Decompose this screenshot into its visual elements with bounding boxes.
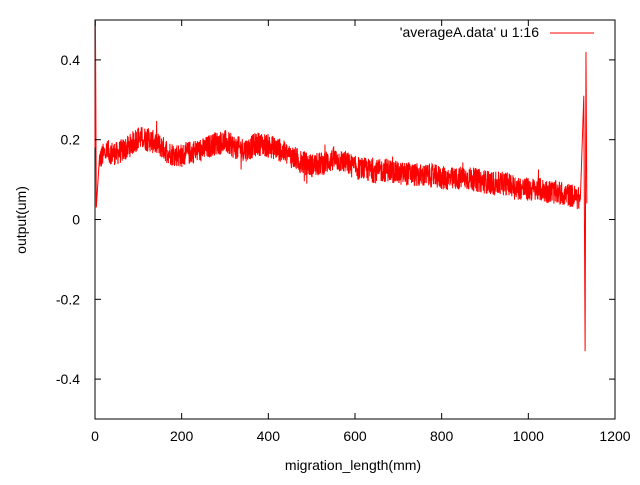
plot-area — [94, 19, 616, 420]
x-axis-label: migration_length(mm) — [285, 457, 421, 473]
y-tick-label: 0.2 — [61, 132, 81, 148]
x-tick-label: 1200 — [599, 428, 630, 444]
x-tick-label: 1000 — [513, 428, 544, 444]
y-tick-label: 0 — [72, 212, 80, 228]
series-line — [94, 19, 588, 352]
y-tick-label: 0.4 — [61, 52, 81, 68]
y-tick-label: -0.4 — [56, 371, 80, 387]
y-axis-label: output(um) — [13, 186, 29, 254]
x-tick-label: 200 — [170, 428, 194, 444]
legend-label: 'averageA.data' u 1:16 — [400, 24, 539, 40]
x-tick-label: 0 — [91, 428, 99, 444]
x-tick-label: 800 — [430, 428, 454, 444]
x-tick-label: 400 — [257, 428, 281, 444]
x-axis: 0 200 400 600 800 1000 1200 — [91, 20, 631, 444]
x-tick-label: 600 — [343, 428, 367, 444]
plot-frame — [94, 19, 616, 420]
legend: 'averageA.data' u 1:16 — [400, 24, 594, 40]
y-axis: -0.4 -0.2 0 0.2 0.4 — [56, 52, 615, 387]
y-tick-label: -0.2 — [56, 291, 80, 307]
